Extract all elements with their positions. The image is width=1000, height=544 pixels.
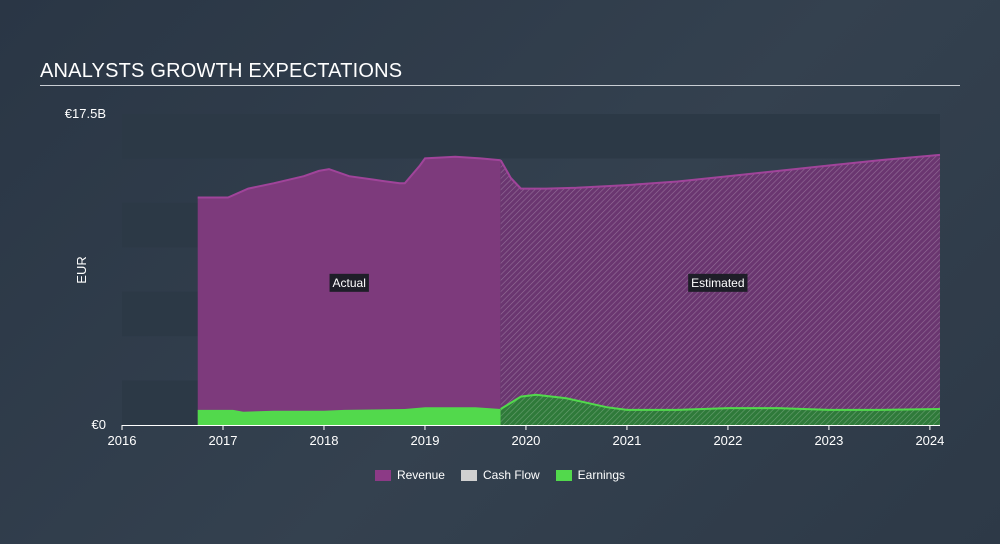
y-tick-label-max: €17.5B (65, 106, 106, 121)
earnings-estimated-hatch (500, 394, 940, 425)
legend-label-revenue: Revenue (396, 468, 445, 482)
y-tick-label-min: €0 (92, 417, 106, 432)
plot-band (122, 114, 940, 159)
x-tick-label: 2018 (310, 433, 339, 448)
earnings-estimated-line (500, 393, 941, 411)
revenue-estimated-line (499, 153, 941, 190)
annotation-background (688, 273, 748, 292)
legend-item-revenue[interactable]: Revenue (374, 468, 445, 482)
x-tick-label: 2023 (814, 433, 843, 448)
estimated-label: Estimated (688, 273, 748, 292)
annotation-background (329, 273, 369, 292)
annotation-text: Actual (333, 276, 366, 290)
cashflow-swatch (460, 469, 477, 481)
x-tick-label: 2024 (915, 433, 944, 448)
y-axis-label: EUR (74, 256, 89, 283)
axes: 2016 2017 2018 2019 2020 2021 2022 2023 2024 €0 €1… (65, 106, 945, 448)
legend: Revenue Cash Flow Earnings (0, 468, 1000, 482)
earnings-swatch (555, 469, 572, 481)
actual-label: Actual (329, 273, 369, 292)
legend-item-cashflow[interactable]: Cash Flow (460, 468, 540, 482)
annotations: Actual Estimated (329, 273, 748, 292)
series-areas (197, 153, 941, 425)
x-tick-label: 2016 (108, 433, 137, 448)
x-tick-label: 2021 (612, 433, 641, 448)
chart-title: ANALYSTS GROWTH EXPECTATIONS (40, 60, 403, 82)
x-tick-label: 2019 (411, 433, 440, 448)
legend-label-earnings: Earnings (577, 468, 626, 482)
x-tick-label: 2017 (209, 433, 238, 448)
title-divider (40, 85, 960, 86)
x-tick-label: 2020 (511, 433, 540, 448)
legend-label-cashflow: Cash Flow (482, 468, 540, 482)
revenue-swatch (374, 469, 391, 481)
earnings-actual-area (197, 407, 501, 425)
annotation-text: Estimated (691, 276, 744, 290)
revenue-actual-line (197, 155, 501, 199)
x-tick-label: 2022 (713, 433, 742, 448)
legend-item-earnings[interactable]: Earnings (555, 468, 626, 482)
